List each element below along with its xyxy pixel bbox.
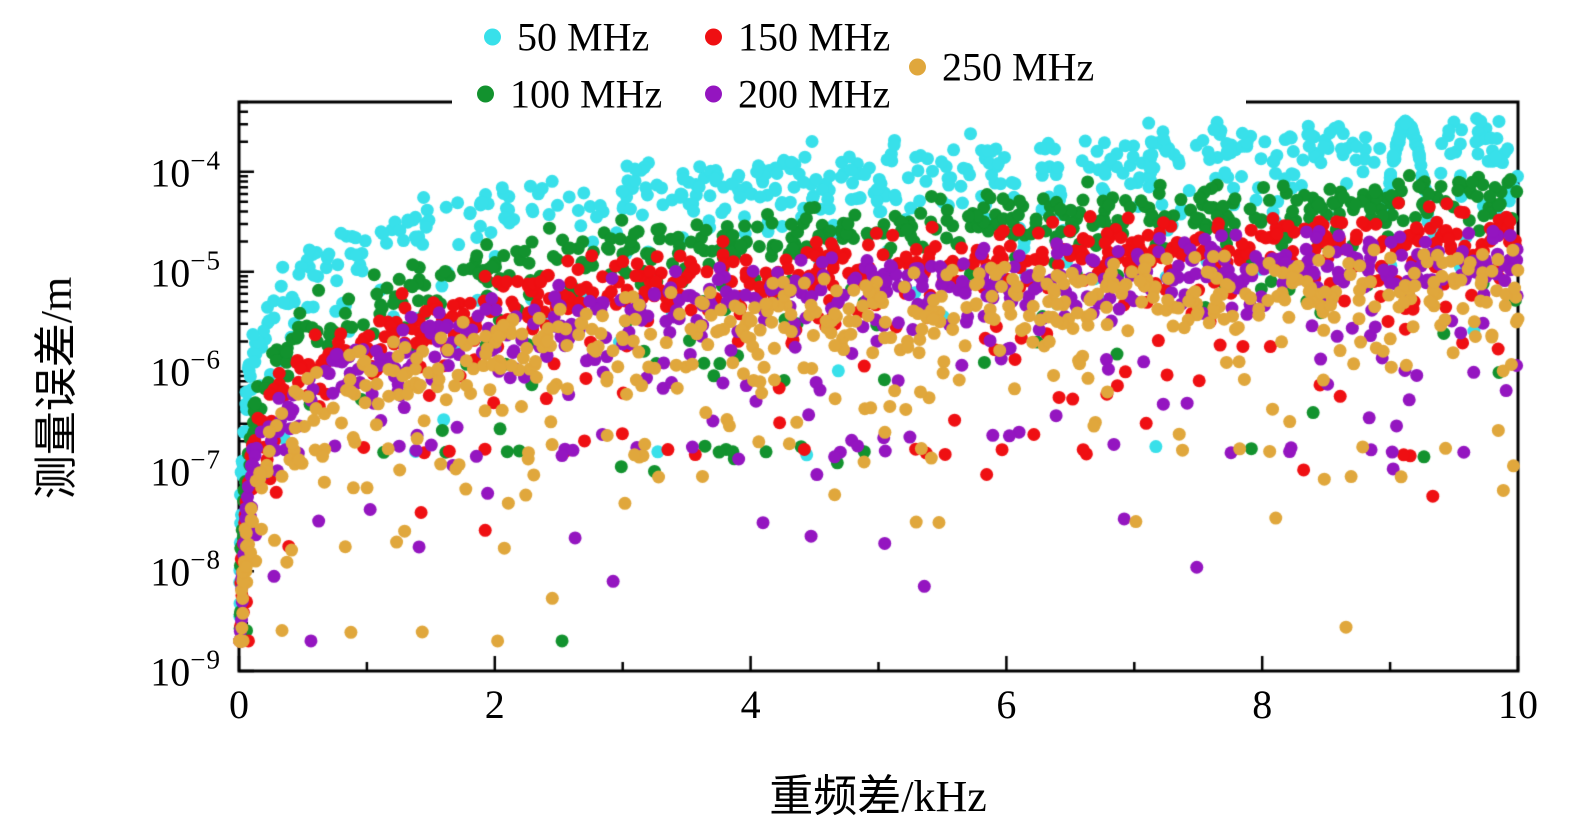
y-tick-label: 10−8 [150,544,221,595]
legend-dot-250mhz-icon [909,58,926,76]
legend-label-50mhz: 50 MHz [517,14,650,60]
legend-label-250mhz: 250 MHz [942,44,1095,90]
legend-item-200mhz: 200 MHz [705,71,890,118]
legend-label-100mhz: 100 MHz [510,71,663,117]
legend-dot-100mhz-icon [477,85,494,103]
x-tick-label: 8 [1252,682,1273,727]
legend-dot-200mhz-icon [705,85,722,103]
y-tick-label: 10−4 [150,145,221,196]
legend: 50 MHz 100 MHz 150 MHz 200 MHz 250 MHz [452,4,1246,117]
legend-dot-150mhz-icon [705,28,722,46]
x-tick-label: 0 [229,682,249,727]
legend-item-100mhz: 100 MHz [477,71,662,118]
legend-item-50mhz: 50 MHz [484,14,649,61]
legend-item-250mhz: 250 MHz [909,44,1094,91]
legend-dot-50mhz-icon [484,28,501,46]
x-axis-title: 重频差/kHz [769,772,987,821]
x-tick-label: 6 [996,682,1017,727]
y-tick-label: 10−7 [150,444,221,495]
y-tick-label: 10−5 [150,244,221,296]
y-axis-title: 测量误差/m [32,276,81,500]
x-tick-label: 2 [484,682,505,727]
legend-label-150mhz: 150 MHz [738,14,891,60]
x-tick-label: 4 [740,682,761,727]
y-tick-label: 10−6 [150,344,221,396]
legend-label-200mhz: 200 MHz [738,71,891,117]
x-tick-label: 10 [1498,682,1538,727]
y-tick-label: 10−9 [150,644,221,695]
legend-item-150mhz: 150 MHz [705,14,890,61]
